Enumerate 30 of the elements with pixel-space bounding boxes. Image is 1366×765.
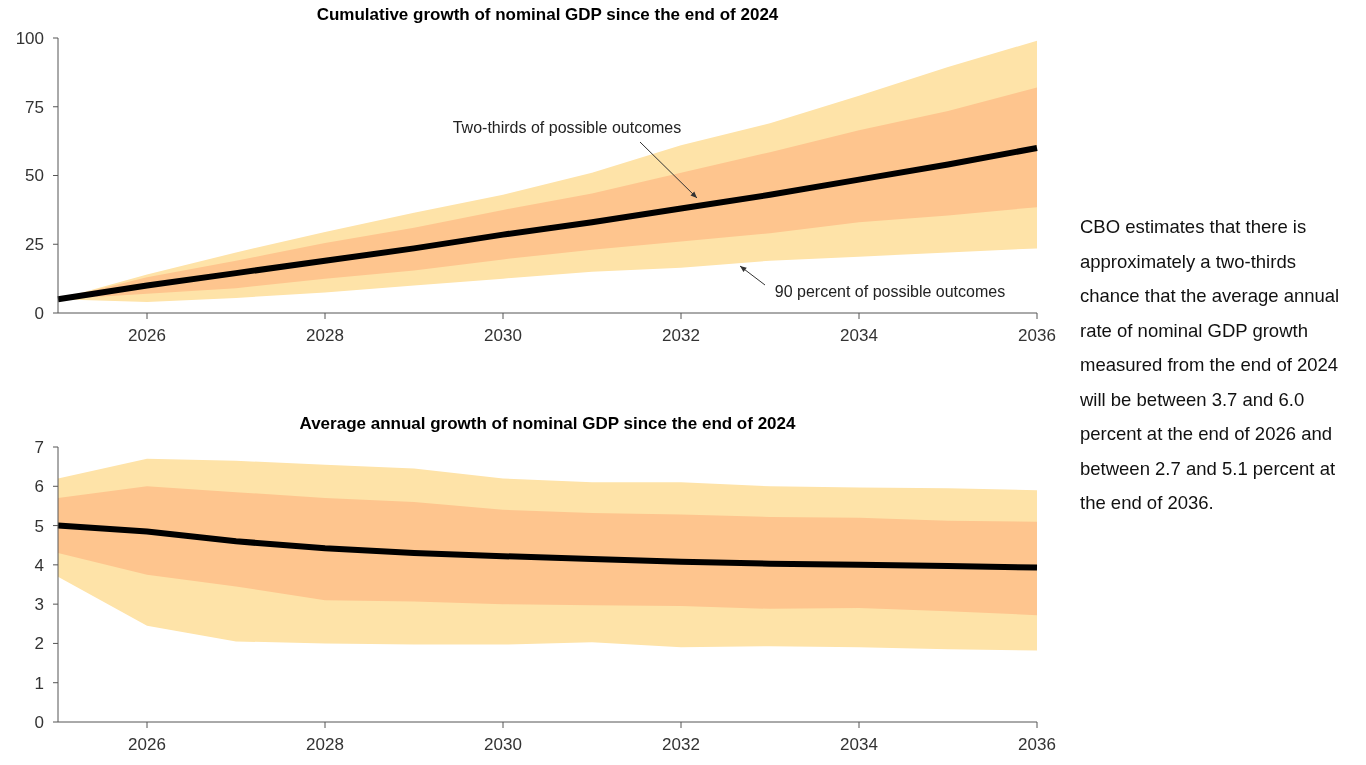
x-tick-label: 2026 — [128, 326, 166, 345]
x-tick-label: 2034 — [840, 326, 878, 345]
x-tick-label: 2030 — [484, 326, 522, 345]
y-tick-label: 0 — [34, 303, 44, 323]
y-tick-label: 0 — [34, 712, 44, 732]
x-tick-label: 2032 — [662, 735, 700, 754]
x-tick-label: 2026 — [128, 735, 166, 754]
x-tick-label: 2028 — [306, 326, 344, 345]
x-tick-label: 2030 — [484, 735, 522, 754]
annotation: 90 percent of possible outcomes — [774, 283, 1006, 300]
y-tick-label: 100 — [15, 28, 44, 48]
y-tick-label: 1 — [34, 673, 44, 693]
x-tick-label: 2034 — [840, 735, 878, 754]
y-tick-label: 25 — [25, 235, 44, 255]
chart-title: Cumulative growth of nominal GDP since the end of 2024 — [316, 5, 779, 24]
text: CBO estimates that there is approximately a two-thirds chance that the average annual rate of nominal GDP growth measured from the end of 2024 will be between 3.7 and 6.0 percent at the end of 2026 and between 2.7 and 5.1 percent at the end of 2036. — [1080, 216, 1340, 513]
y-tick-label: 6 — [34, 477, 44, 497]
y-tick-label: 3 — [34, 595, 44, 615]
x-tick-label: 2028 — [306, 735, 344, 754]
y-tick-label: 75 — [25, 97, 44, 117]
annotation: Two-thirds of possible outcomes — [452, 119, 682, 136]
chart-title: Average annual growth of nominal GDP since the end of 2024 — [299, 414, 797, 433]
y-tick-label: 50 — [25, 166, 44, 186]
x-tick-label: 2032 — [662, 326, 700, 345]
y-tick-label: 4 — [34, 555, 44, 575]
y-tick-label: 2 — [34, 634, 44, 654]
y-tick-label: 7 — [34, 437, 44, 457]
y-tick-label: 5 — [34, 516, 44, 536]
x-tick-label: 2036 — [1018, 735, 1056, 754]
x-tick-label: 2036 — [1018, 326, 1056, 345]
